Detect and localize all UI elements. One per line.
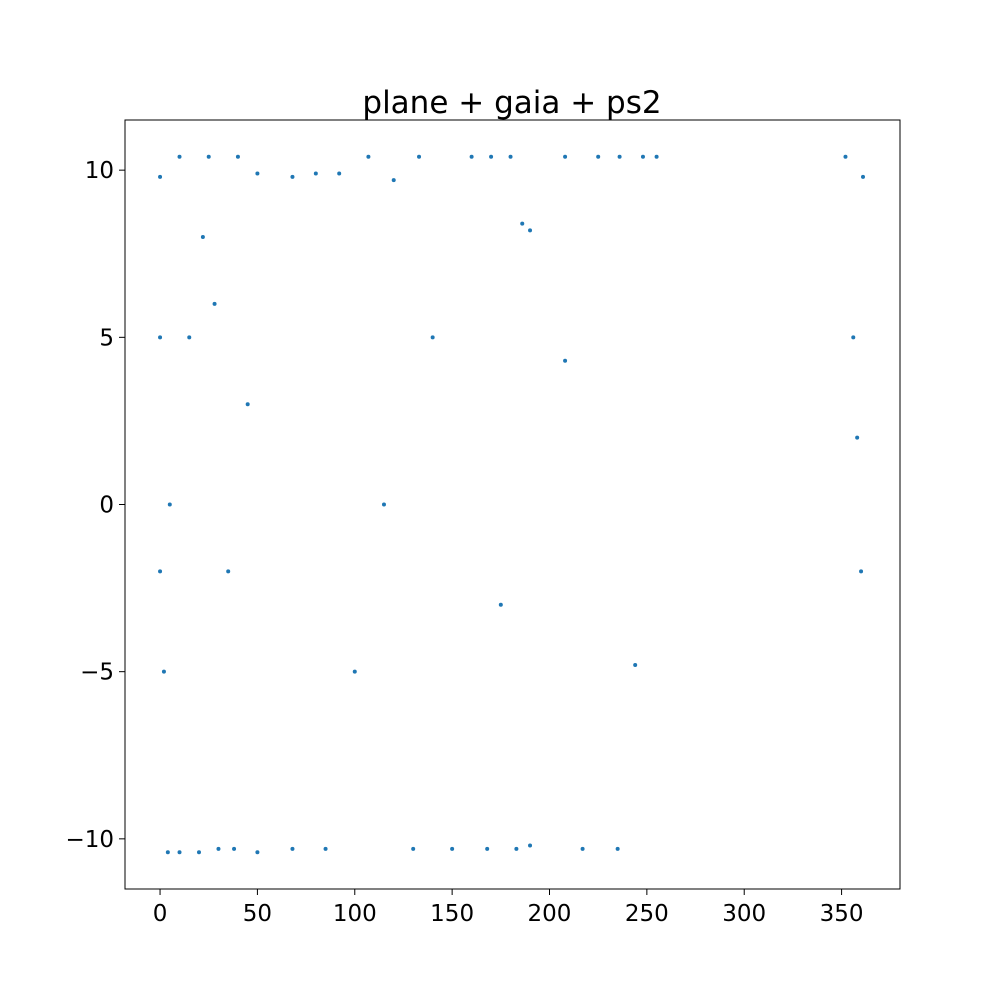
y-tick-label: −5 <box>80 660 114 686</box>
data-point <box>245 402 250 407</box>
data-point <box>391 178 396 183</box>
x-tick-label: 0 <box>153 901 168 927</box>
x-tick-label: 100 <box>333 901 377 927</box>
x-tick-label: 200 <box>528 901 572 927</box>
data-point <box>861 174 865 179</box>
data-point <box>596 154 601 159</box>
y-tick-label: 10 <box>85 158 114 184</box>
data-point <box>187 335 192 340</box>
data-point <box>255 171 260 176</box>
plot-area <box>158 154 865 855</box>
data-point <box>165 850 170 855</box>
data-point <box>851 335 856 340</box>
data-point <box>640 154 645 159</box>
data-point <box>337 171 342 176</box>
data-point <box>216 846 221 851</box>
data-point <box>654 154 659 159</box>
data-point <box>580 846 585 851</box>
y-tick-label: 0 <box>99 493 114 519</box>
data-point <box>514 846 519 851</box>
data-point <box>508 154 513 159</box>
data-point <box>235 154 240 159</box>
data-point <box>563 154 568 159</box>
data-point <box>843 154 848 159</box>
data-point <box>855 435 860 440</box>
data-point <box>161 669 166 674</box>
data-point <box>469 154 474 159</box>
data-point <box>489 154 494 159</box>
data-point <box>615 846 620 851</box>
data-point <box>520 221 525 226</box>
data-point <box>323 846 328 851</box>
x-tick-label: 150 <box>430 901 474 927</box>
data-point <box>528 843 533 848</box>
data-point <box>430 335 435 340</box>
data-point <box>563 358 568 363</box>
data-point <box>498 602 503 607</box>
x-tick-label: 350 <box>820 901 864 927</box>
data-point <box>366 154 371 159</box>
data-point <box>859 569 864 574</box>
y-tick-label: 5 <box>99 325 114 351</box>
y-tick-label: −10 <box>65 827 114 853</box>
x-tick-label: 50 <box>243 901 272 927</box>
data-point <box>226 569 231 574</box>
data-point <box>313 171 318 176</box>
data-point <box>212 301 217 306</box>
data-point <box>633 662 638 667</box>
x-tick-label: 300 <box>722 901 766 927</box>
data-point <box>158 174 163 179</box>
data-point <box>417 154 422 159</box>
data-point <box>232 846 237 851</box>
data-point <box>485 846 490 851</box>
data-point <box>200 235 205 240</box>
data-point <box>177 850 182 855</box>
data-point <box>196 850 201 855</box>
data-point <box>528 228 533 233</box>
data-point <box>158 335 163 340</box>
data-point <box>206 154 211 159</box>
data-point <box>255 850 260 855</box>
x-tick-label: 250 <box>625 901 669 927</box>
data-point <box>450 846 455 851</box>
data-point <box>290 174 295 179</box>
chart-title: plane + gaia + ps2 <box>362 85 661 121</box>
y-axis: −10 −5 0 5 10 <box>65 158 125 853</box>
data-point <box>381 502 386 507</box>
data-point <box>617 154 622 159</box>
x-axis: 0 50 100 150 200 250 300 350 <box>153 889 864 927</box>
data-point <box>158 569 163 574</box>
data-point <box>177 154 182 159</box>
data-point <box>290 846 295 851</box>
data-point <box>352 669 357 674</box>
data-point <box>167 502 172 507</box>
data-point <box>411 846 416 851</box>
